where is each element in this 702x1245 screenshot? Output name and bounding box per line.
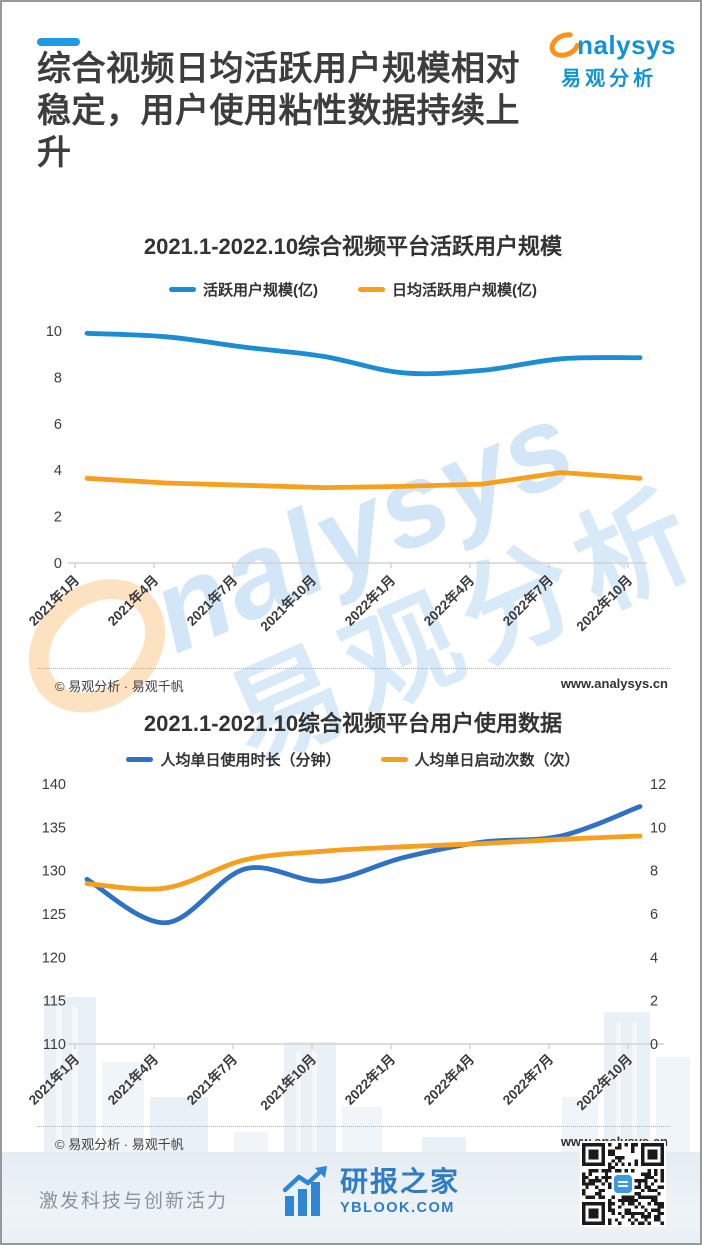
x-axis-label: 2021年10月	[257, 572, 319, 634]
y-axis-label-left: 130	[42, 864, 66, 880]
legend-item: 人均单日使用时长（分钟）	[126, 749, 341, 770]
x-axis-label: 2022年1月	[341, 1051, 398, 1108]
x-axis-label: 2022年10月	[573, 1051, 635, 1113]
x-axis-label: 2022年1月	[341, 572, 398, 629]
title-accent-bar	[37, 38, 80, 46]
y-axis-label-right: 2	[650, 994, 658, 1010]
x-axis-label: 2022年4月	[420, 1051, 477, 1108]
chart2-legend: 人均单日使用时长（分钟） 人均单日启动次数（次）	[2, 749, 700, 770]
y-axis-label-left: 120	[42, 950, 66, 966]
series-line	[84, 330, 643, 377]
logo-brand-cn: 易观分析	[561, 68, 658, 90]
y-axis-label-right: 10	[650, 820, 666, 836]
legend-label: 人均单日启动次数（次）	[414, 752, 580, 769]
analysys-url: www.analysys.cn	[560, 676, 668, 691]
y-axis-label-left: 115	[43, 994, 66, 1010]
x-axis-label: 2021年1月	[25, 572, 82, 629]
y-axis-label-left: 0	[54, 556, 62, 572]
page-title: 综合视频日均活跃用户规模相对稳定，用户使用粘性数据持续上升	[37, 50, 520, 173]
x-axis-label: 2021年4月	[104, 572, 161, 629]
analysys-logo: nalysys 易观分析	[547, 29, 676, 91]
legend-label: 人均单日使用时长（分钟）	[160, 752, 341, 769]
legend-item: 活跃用户规模(亿)	[169, 279, 318, 300]
yblook-logo: 研报之家 YBLOOK.COM	[283, 1166, 460, 1216]
x-axis-label: 2022年7月	[499, 1051, 556, 1108]
yblook-brand-name: 研报之家	[340, 1166, 461, 1197]
bar-chart-arrow-icon	[283, 1166, 327, 1216]
x-axis-label: 2021年7月	[183, 1051, 240, 1108]
legend-label: 日均活跃用户规模(亿)	[392, 282, 537, 299]
y-axis-label-left: 6	[54, 417, 62, 433]
logo-brand-en: nalysys	[577, 29, 676, 60]
y-axis-label-left: 8	[54, 370, 62, 386]
yblook-url: YBLOOK.COM	[340, 1200, 455, 1216]
x-axis-label: 2022年4月	[420, 572, 477, 629]
chart1-title: 2021.1-2022.10综合视频平台活跃用户规模	[143, 234, 563, 259]
y-axis-label-right: 0	[650, 1037, 658, 1053]
x-axis-label: 2022年7月	[499, 572, 556, 629]
chart2-title: 2021.1-2021.10综合视频平台用户使用数据	[143, 711, 563, 736]
chart1-line-chart: 2021年1月 2021年4月 2021年7月 2021年10月 2022年1月 2022…	[25, 324, 647, 634]
x-axis-label: 2021年7月	[183, 572, 240, 629]
chart2-source-row: © 易观分析 · 易观千帆 www.analysys.cn	[37, 1126, 670, 1153]
series-line	[84, 470, 643, 490]
legend-dash-icon	[126, 757, 154, 762]
legend-dash-icon	[358, 287, 385, 292]
y-axis-label-right: 6	[650, 907, 658, 923]
analysys-swoosh-icon	[549, 32, 581, 58]
x-axis-label: 2021年10月	[257, 1051, 319, 1113]
x-axis-label: 2021年1月	[25, 1051, 82, 1108]
chart1-legend: 活跃用户规模(亿) 日均活跃用户规模(亿)	[2, 279, 700, 300]
y-axis-label-left: 10	[46, 324, 62, 340]
y-axis-label-right: 12	[650, 777, 666, 793]
y-axis-label-left: 125	[42, 907, 66, 923]
chart1-source-row: © 易观分析 · 易观千帆 www.analysys.cn	[37, 668, 670, 695]
copyright-text: © 易观分析 · 易观千帆	[55, 1137, 184, 1152]
y-axis-label-left: 110	[43, 1037, 66, 1053]
legend-item: 日均活跃用户规模(亿)	[358, 279, 537, 300]
legend-label: 活跃用户规模(亿)	[203, 282, 318, 299]
y-axis-label-left: 2	[54, 510, 62, 526]
chart2-line-chart: 2021年1月 2021年4月 2021年7月 2021年10月 2022年1月 2022…	[25, 777, 666, 1113]
footer-slogan: 激发科技与创新活力	[39, 1191, 229, 1212]
series-line	[84, 804, 643, 926]
y-axis-label-right: 4	[650, 950, 658, 966]
y-axis-label-left: 135	[42, 820, 66, 836]
legend-item: 人均单日启动次数（次）	[380, 749, 580, 770]
qr-code	[580, 1141, 666, 1227]
y-axis-label-left: 140	[42, 777, 66, 793]
legend-dash-icon	[169, 287, 196, 292]
x-axis-label: 2021年4月	[104, 1051, 161, 1108]
series-line	[84, 833, 643, 892]
x-axis-label: 2022年10月	[573, 572, 635, 634]
copyright-text: © 易观分析 · 易观千帆	[55, 679, 184, 694]
legend-dash-icon	[380, 757, 408, 762]
y-axis-label-left: 4	[54, 463, 62, 479]
y-axis-label-right: 8	[650, 864, 658, 880]
